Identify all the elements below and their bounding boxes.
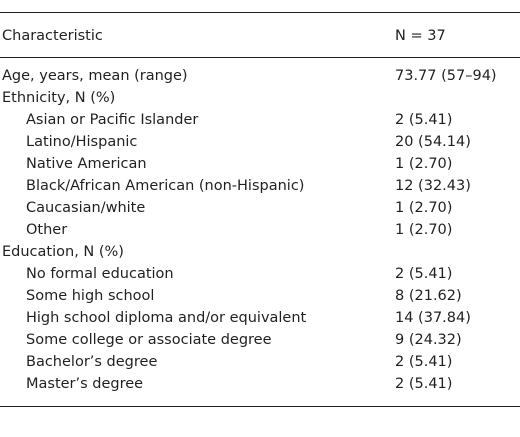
value-cell: 2 (5.41)	[395, 376, 453, 392]
table-row: Other 1 (2.70)	[0, 219, 520, 241]
table-row: High school diploma and/or equivalent 14 …	[0, 307, 520, 329]
value-cell: 1 (2.70)	[395, 200, 453, 216]
table-row: Black/African American (non-Hispanic) 12 …	[0, 175, 520, 197]
label-cell: Black/African American (non-Hispanic)	[26, 178, 305, 194]
label-cell: Native American	[26, 156, 147, 172]
label-cell: Master’s degree	[26, 376, 144, 392]
value-cell: 9 (24.32)	[395, 332, 462, 348]
table-row: Age, years, mean (range) 73.77 (57–94)	[0, 65, 520, 87]
label-cell: No formal education	[26, 266, 174, 282]
table-row: Caucasian/white 1 (2.70)	[0, 197, 520, 219]
label-cell: Caucasian/white	[26, 200, 146, 216]
header-rule	[0, 57, 520, 58]
table-row: Native American 1 (2.70)	[0, 153, 520, 175]
table-row: Ethnicity, N (%)	[0, 87, 520, 109]
value-cell: 12 (32.43)	[395, 178, 471, 194]
header-cell: Characteristic	[2, 28, 103, 44]
label-cell: Age, years, mean (range)	[2, 68, 188, 84]
table-row: Education, N (%)	[0, 241, 520, 263]
value-cell: 2 (5.41)	[395, 266, 453, 282]
value-cell: 73.77 (57–94)	[395, 68, 497, 84]
table-row: No formal education 2 (5.41)	[0, 263, 520, 285]
value-cell: 14 (37.84)	[395, 310, 471, 326]
table-row: Latino/Hispanic 20 (54.14)	[0, 131, 520, 153]
bottom-rule	[0, 406, 520, 407]
top-rule	[0, 12, 520, 13]
label-cell: Education, N (%)	[2, 244, 124, 260]
value-cell: 1 (2.70)	[395, 222, 453, 238]
value-cell: 2 (5.41)	[395, 112, 453, 128]
label-cell: High school diploma and/or equivalent	[26, 310, 307, 326]
value-cell: 8 (21.62)	[395, 288, 462, 304]
label-cell: Ethnicity, N (%)	[2, 90, 116, 106]
label-cell: Some high school	[26, 288, 155, 304]
value-cell: 1 (2.70)	[395, 156, 453, 172]
label-cell: Asian or Pacific Islander	[26, 112, 199, 128]
value-cell: 20 (54.14)	[395, 134, 471, 150]
label-cell: Latino/Hispanic	[26, 134, 138, 150]
table-row: Master’s degree 2 (5.41)	[0, 373, 520, 395]
header-row: Characteristic N = 37	[0, 25, 520, 47]
table-row: Some college or associate degree 9 (24.32…	[0, 329, 520, 351]
label-cell: Bachelor’s degree	[26, 354, 158, 370]
table-row: Bachelor’s degree 2 (5.41)	[0, 351, 520, 373]
label-cell: Other	[26, 222, 68, 238]
header-cell: N = 37	[395, 28, 446, 44]
label-cell: Some college or associate degree	[26, 332, 272, 348]
table-row: Asian or Pacific Islander 2 (5.41)	[0, 109, 520, 131]
value-cell: 2 (5.41)	[395, 354, 453, 370]
table-row: Some high school 8 (21.62)	[0, 285, 520, 307]
